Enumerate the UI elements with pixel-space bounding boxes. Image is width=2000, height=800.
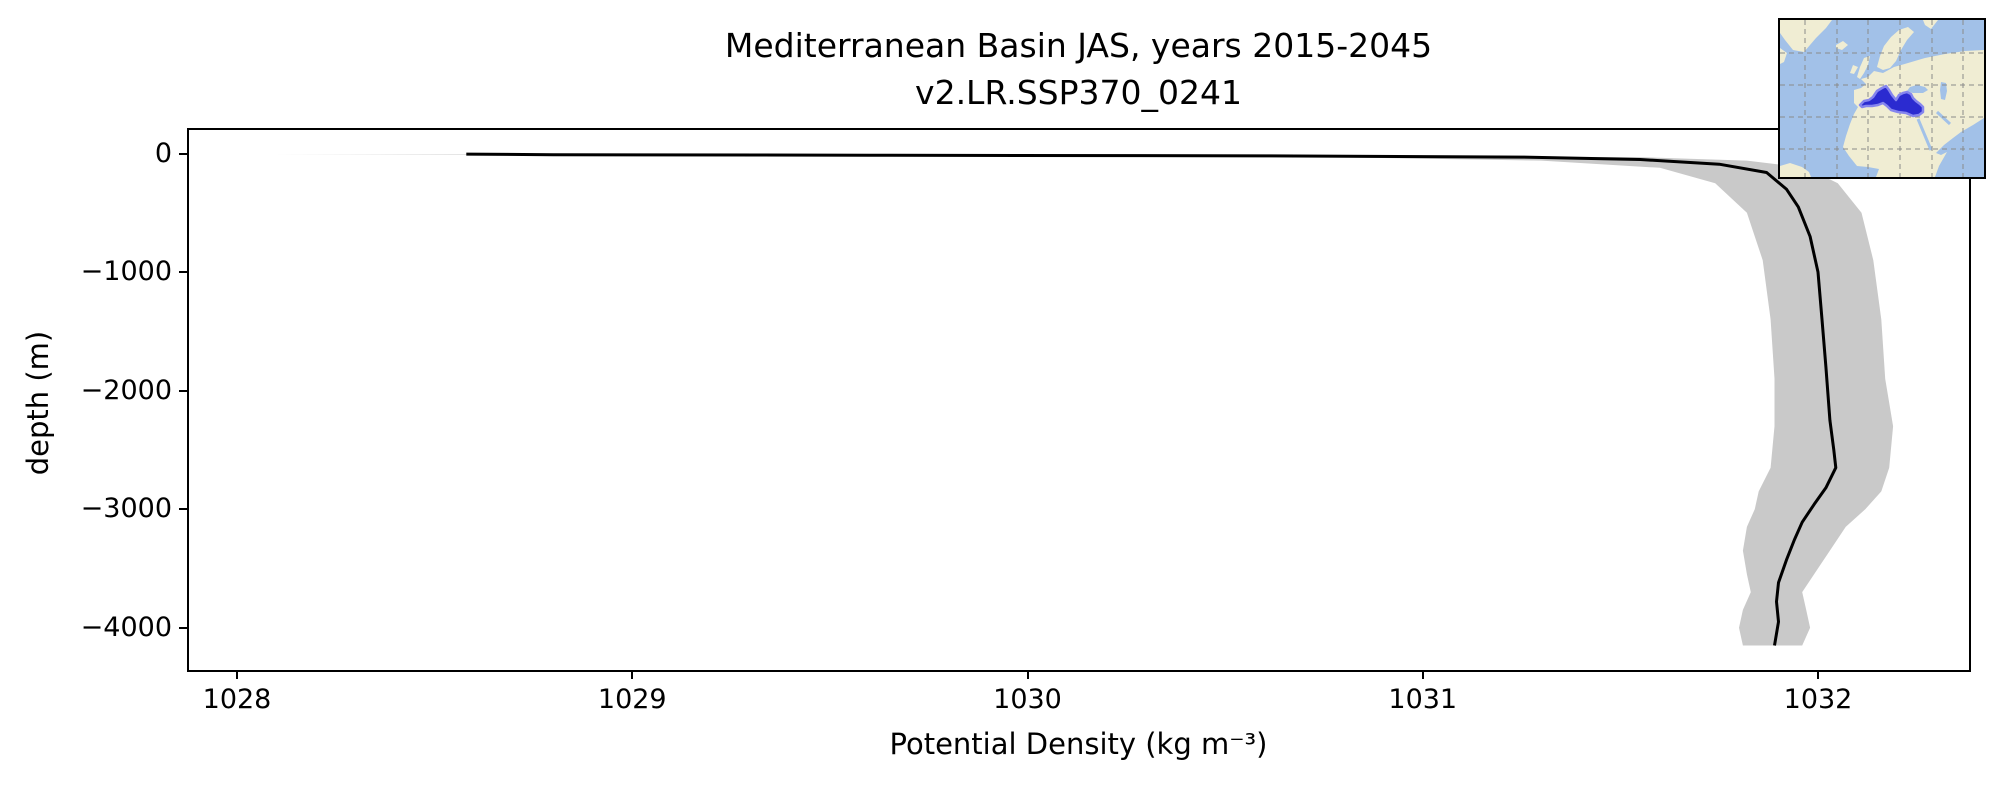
- chart-title: Mediterranean Basin JAS, years 2015-2045: [724, 26, 1433, 65]
- caspian-sea: [1940, 82, 1947, 100]
- world-map-svg: [1780, 20, 1984, 177]
- black-sea: [1907, 85, 1928, 93]
- land-south-america: [1780, 163, 1811, 177]
- y-tick-label: −3000: [80, 493, 172, 525]
- y-tick-label: 0: [154, 137, 172, 169]
- density-profile-line: [466, 152, 1838, 646]
- x-tick-label: 1031: [1388, 684, 1458, 715]
- persian-gulf: [1935, 110, 1952, 126]
- uncertainty-band: [272, 154, 1894, 646]
- y-tick-label: −1000: [80, 256, 172, 288]
- x-tick-mark: [1817, 670, 1819, 679]
- y-axis-label: depth (m): [21, 330, 55, 476]
- y-tick-label: −2000: [80, 374, 172, 406]
- y-tick-mark: [179, 389, 188, 392]
- inset-map: [1778, 18, 1986, 179]
- x-axis-label: Potential Density (kg m⁻³): [889, 727, 1268, 761]
- y-tick-mark: [179, 626, 188, 629]
- x-tick-mark: [236, 670, 238, 679]
- x-tick-label: 1030: [993, 684, 1062, 715]
- red-sea: [1916, 118, 1933, 151]
- x-tick-mark: [631, 670, 634, 679]
- x-tick-mark: [1421, 670, 1424, 679]
- x-tick-label: 1029: [597, 684, 667, 715]
- y-tick-mark: [179, 508, 188, 511]
- x-tick-label: 1032: [1783, 684, 1853, 715]
- chart-title-block: Mediterranean Basin JAS, years 2015-2045…: [188, 22, 1969, 116]
- y-tick-label: −4000: [80, 611, 172, 643]
- plot-area: [187, 128, 1971, 672]
- profile-chart: [272, 152, 1894, 646]
- chart-subtitle: v2.LR.SSP370_0241: [915, 73, 1242, 112]
- x-tick-label: 1028: [202, 684, 272, 715]
- land-britain: [1857, 56, 1870, 79]
- land-iceland: [1836, 41, 1848, 50]
- mediterranean-highlight: [1858, 84, 1925, 118]
- land-canada-sliver: [1780, 48, 1787, 64]
- y-tick-mark: [179, 271, 188, 274]
- map-inland-seas: [1907, 82, 1952, 151]
- land-greenland: [1780, 20, 1832, 52]
- y-tick-mark: [179, 152, 188, 155]
- x-tick-mark: [1026, 670, 1029, 679]
- map-graticule: [1780, 20, 1984, 177]
- land-novaya-zemlya: [1923, 20, 1938, 29]
- land-ireland: [1850, 65, 1858, 74]
- land-scandinavia: [1877, 27, 1914, 70]
